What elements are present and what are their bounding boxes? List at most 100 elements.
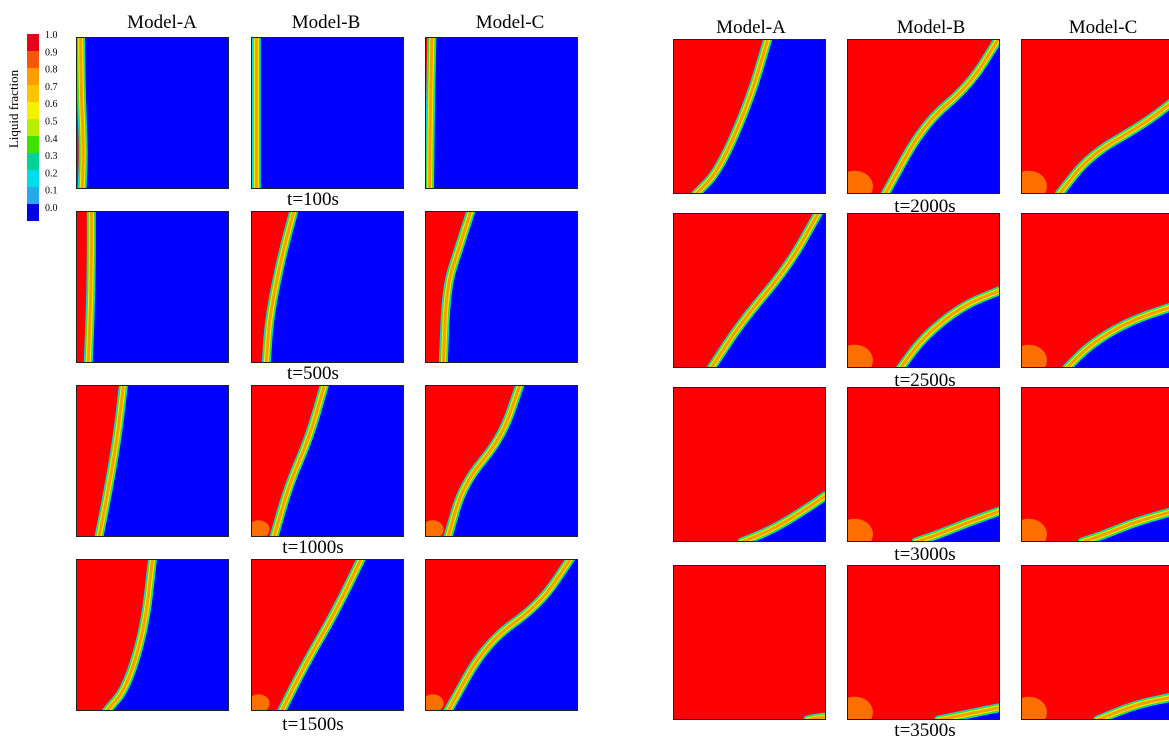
mushy-zone-band [280, 559, 363, 711]
time-labels: t=100s t=500s t=1000s t=1500s t=2000s t=2500s… [282, 189, 955, 741]
liquid-fraction-panel [1021, 213, 1169, 368]
panel-border [1021, 213, 1169, 368]
time-label: t=100s [287, 189, 339, 210]
panel-border [673, 213, 826, 368]
mushy-zone-band [740, 494, 826, 542]
mushy-zone-plume [425, 694, 444, 711]
solid-region [76, 211, 229, 363]
time-label: t=3500s [894, 720, 955, 741]
liquid-region [251, 385, 325, 537]
mushy-zone-plume [847, 696, 874, 720]
colorbar-tick-label: 0.3 [45, 151, 58, 162]
panel-border [76, 385, 229, 537]
liquid-region [847, 387, 1000, 542]
liquid-region [673, 213, 819, 368]
panel-border [251, 559, 404, 711]
model-header: Model-B [897, 17, 966, 38]
colorbar-swatch [27, 34, 39, 51]
panel-border [847, 387, 1000, 542]
model-header: Model-C [1069, 17, 1138, 38]
mushy-zone-band [914, 509, 1000, 542]
mushy-zone-band [264, 211, 296, 363]
mushy-zone-band [709, 213, 820, 368]
mushy-zone-band [86, 211, 93, 363]
solid-region [425, 37, 578, 189]
mushy-zone-band [1065, 306, 1169, 368]
colorbar-swatch [27, 119, 39, 136]
liquid-fraction-panel [673, 39, 826, 194]
liquid-fraction-panel [847, 387, 1000, 542]
colorbar-tick-label: 0.9 [45, 47, 58, 58]
mushy-zone-band [883, 39, 1000, 194]
liquid-region [1021, 565, 1169, 720]
panel-border [673, 387, 826, 542]
time-label: t=1000s [282, 537, 343, 558]
panel-border [1021, 387, 1169, 542]
liquid-region [425, 385, 520, 537]
liquid-fraction-panel [1021, 387, 1169, 542]
panel-border [76, 559, 229, 711]
liquid-region [847, 565, 1000, 720]
mushy-zone-plume [847, 344, 874, 368]
liquid-fraction-panel [76, 211, 229, 363]
panel-border [673, 565, 826, 720]
liquid-fraction-panel [1021, 39, 1169, 194]
colorbar-tick-label: 0.0 [45, 203, 58, 214]
colorbar-tick-label: 0.7 [45, 82, 58, 93]
solid-region [251, 37, 404, 189]
panel-border [847, 213, 1000, 368]
colorbar-tick-label: 0.2 [45, 168, 58, 179]
mushy-zone-band [272, 385, 326, 537]
panel-border [673, 39, 826, 194]
panel-grid [76, 37, 1169, 720]
mushy-zone-plume [1021, 344, 1048, 368]
mushy-zone-band [899, 289, 1000, 368]
liquid-fraction-panel [251, 559, 404, 711]
mushy-zone-band [97, 385, 125, 537]
colorbar-swatch [27, 136, 39, 153]
mushy-zone-band [441, 211, 473, 363]
mushy-zone-band [446, 385, 522, 537]
liquid-fraction-panel [847, 39, 1000, 194]
colorbar-swatch [27, 153, 39, 170]
liquid-region [251, 559, 362, 711]
liquid-fraction-panel [847, 213, 1000, 368]
colorbar-swatch [27, 102, 39, 119]
mushy-zone-band [1096, 696, 1169, 720]
mushy-zone-plume [1021, 518, 1048, 542]
colorbar-swatch [27, 187, 39, 204]
panel-border [425, 559, 578, 711]
liquid-fraction-panel [673, 213, 826, 368]
panel-border [76, 211, 229, 363]
colorbar-swatch [27, 85, 39, 102]
liquid-fraction-panel [76, 559, 229, 711]
mushy-zone-band [937, 706, 1000, 720]
liquid-fraction-panel [673, 565, 826, 720]
model-header: Model-C [476, 12, 545, 33]
mushy-zone-plume [847, 518, 874, 542]
mushy-zone-plume [1021, 170, 1048, 194]
colorbar-tick-label: 0.1 [45, 186, 58, 197]
panel-border [251, 385, 404, 537]
panel-border [847, 565, 1000, 720]
liquid-region [1021, 39, 1169, 194]
mushy-zone-plume [1021, 696, 1048, 720]
mushy-zone-band [428, 37, 434, 189]
colorbar-swatch [27, 51, 39, 68]
liquid-fraction-panel [425, 37, 578, 189]
liquid-fraction-panel [251, 211, 404, 363]
liquid-region [673, 387, 826, 542]
liquid-region [673, 565, 826, 720]
mushy-zone-band [446, 559, 572, 711]
liquid-fraction-panel [847, 565, 1000, 720]
liquid-fraction-panel [76, 385, 229, 537]
panel-border [76, 37, 229, 189]
liquid-region [1021, 213, 1169, 368]
colorbar: 1.0 0.9 0.8 0.7 0.6 0.5 0.4 0.3 0.2 0.1 0.0 Liquid… [6, 30, 58, 221]
colorbar-tick-label: 0.8 [45, 65, 58, 76]
liquid-fraction-panel [673, 387, 826, 542]
panel-border [251, 37, 404, 189]
panel-border [847, 39, 1000, 194]
liquid-region [76, 559, 153, 711]
